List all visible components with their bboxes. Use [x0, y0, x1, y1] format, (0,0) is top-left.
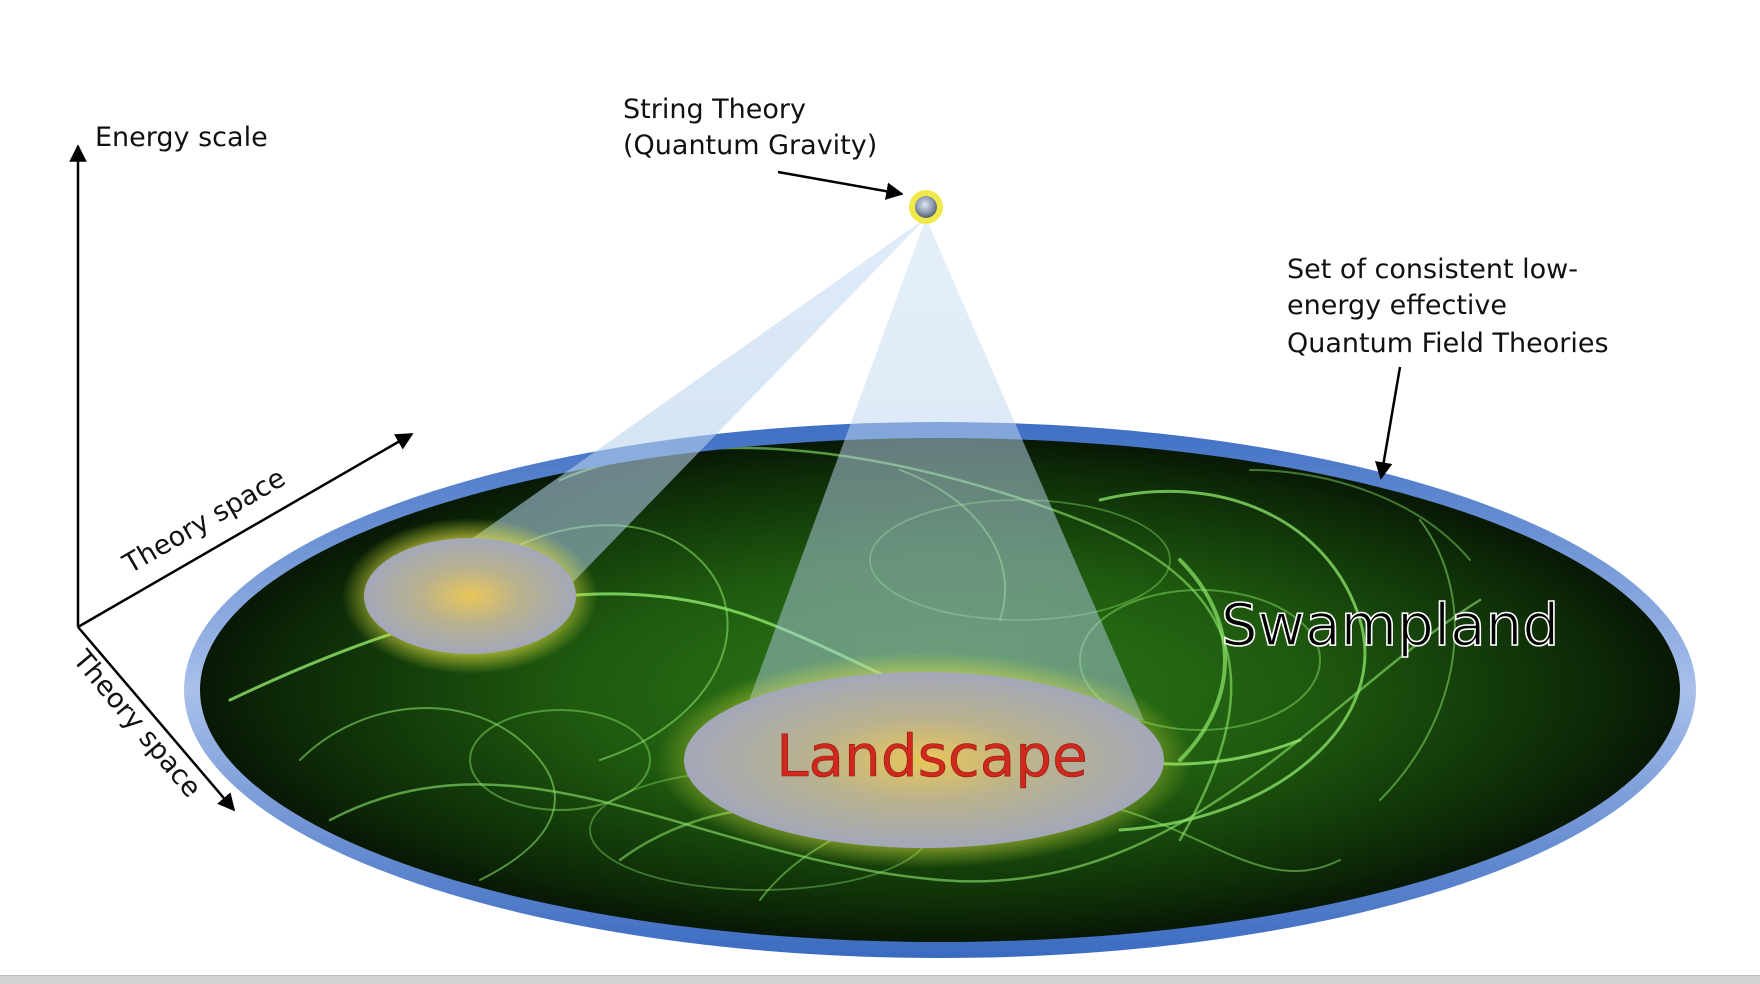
energy-scale-label: Energy scale	[95, 122, 268, 153]
string-theory-pointer-arrow	[777, 170, 904, 200]
bottom-scrollbar[interactable]	[0, 975, 1760, 984]
projection-cone-small	[392, 218, 926, 608]
theory-space-axis-upper	[77, 432, 414, 629]
qft-pointer-arrow	[1375, 366, 1402, 480]
small-island	[364, 538, 576, 654]
landscape-island	[684, 672, 1164, 848]
swampland-label: Swampland	[1221, 591, 1559, 659]
theory-space-lower-label: Theory space	[66, 644, 207, 804]
qft-label-line2: energy effective	[1287, 290, 1507, 321]
projection-cone-large	[740, 218, 1144, 725]
landscape-label: Landscape	[776, 722, 1088, 790]
theory-space-upper-label: Theory space	[117, 462, 291, 580]
theory-space-axis-lower	[77, 626, 236, 812]
string-theory-label-line2: (Quantum Gravity)	[623, 130, 877, 161]
qft-label-line1: Set of consistent low-	[1287, 254, 1578, 285]
string-theory-label-line1: String Theory	[623, 94, 806, 125]
string-theory-node	[915, 196, 937, 218]
axes	[69, 144, 414, 812]
qft-label-line3: Quantum Field Theories	[1287, 328, 1609, 359]
